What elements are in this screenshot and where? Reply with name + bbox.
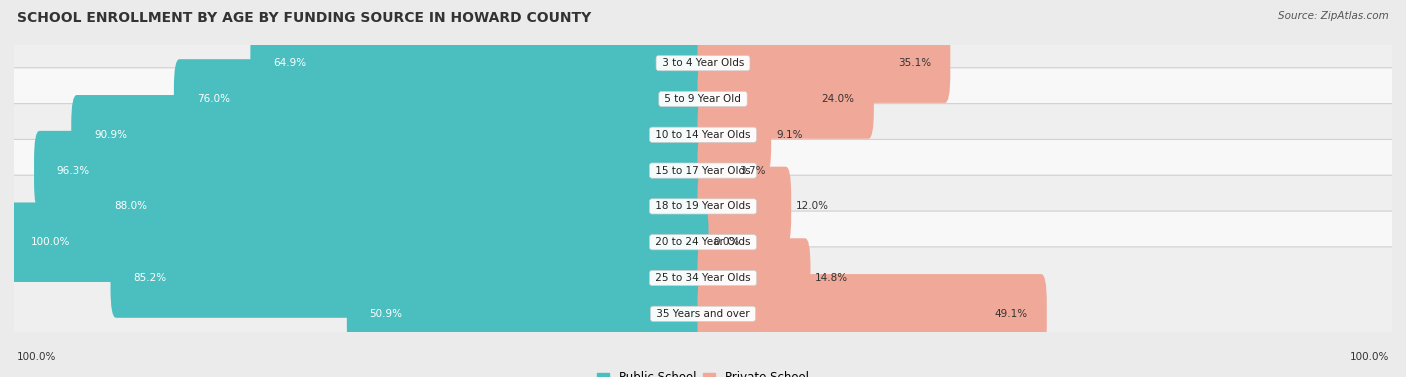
FancyBboxPatch shape xyxy=(697,23,950,103)
FancyBboxPatch shape xyxy=(4,175,1402,309)
Text: Source: ZipAtlas.com: Source: ZipAtlas.com xyxy=(1278,11,1389,21)
Text: 9.1%: 9.1% xyxy=(776,130,803,140)
FancyBboxPatch shape xyxy=(4,247,1402,377)
FancyBboxPatch shape xyxy=(91,167,709,246)
Text: 88.0%: 88.0% xyxy=(114,201,148,211)
FancyBboxPatch shape xyxy=(4,139,1402,273)
Text: 100.0%: 100.0% xyxy=(1350,352,1389,362)
Text: 20 to 24 Year Olds: 20 to 24 Year Olds xyxy=(652,237,754,247)
FancyBboxPatch shape xyxy=(697,59,875,139)
FancyBboxPatch shape xyxy=(174,59,709,139)
FancyBboxPatch shape xyxy=(4,104,1402,238)
FancyBboxPatch shape xyxy=(697,274,1047,354)
FancyBboxPatch shape xyxy=(4,211,1402,345)
Text: 100.0%: 100.0% xyxy=(31,237,70,247)
FancyBboxPatch shape xyxy=(4,68,1402,202)
FancyBboxPatch shape xyxy=(4,32,1402,166)
FancyBboxPatch shape xyxy=(34,131,709,210)
Text: 0.0%: 0.0% xyxy=(713,237,740,247)
Legend: Public School, Private School: Public School, Private School xyxy=(593,366,813,377)
Text: 35 Years and over: 35 Years and over xyxy=(652,309,754,319)
Text: 25 to 34 Year Olds: 25 to 34 Year Olds xyxy=(652,273,754,283)
Text: 3.7%: 3.7% xyxy=(738,166,765,176)
Text: 24.0%: 24.0% xyxy=(821,94,855,104)
FancyBboxPatch shape xyxy=(697,167,792,246)
Text: 15 to 17 Year Olds: 15 to 17 Year Olds xyxy=(652,166,754,176)
FancyBboxPatch shape xyxy=(4,0,1402,130)
FancyBboxPatch shape xyxy=(347,274,709,354)
Text: 96.3%: 96.3% xyxy=(56,166,90,176)
FancyBboxPatch shape xyxy=(250,23,709,103)
FancyBboxPatch shape xyxy=(111,238,709,318)
Text: 49.1%: 49.1% xyxy=(994,309,1028,319)
Text: 85.2%: 85.2% xyxy=(134,273,166,283)
Text: 90.9%: 90.9% xyxy=(94,130,127,140)
FancyBboxPatch shape xyxy=(8,202,709,282)
Text: 76.0%: 76.0% xyxy=(197,94,229,104)
Text: 12.0%: 12.0% xyxy=(796,201,830,211)
FancyBboxPatch shape xyxy=(697,238,810,318)
Text: SCHOOL ENROLLMENT BY AGE BY FUNDING SOURCE IN HOWARD COUNTY: SCHOOL ENROLLMENT BY AGE BY FUNDING SOUR… xyxy=(17,11,591,25)
Text: 100.0%: 100.0% xyxy=(17,352,56,362)
Text: 50.9%: 50.9% xyxy=(370,309,402,319)
Text: 35.1%: 35.1% xyxy=(898,58,931,68)
FancyBboxPatch shape xyxy=(697,131,734,210)
FancyBboxPatch shape xyxy=(72,95,709,175)
Text: 3 to 4 Year Olds: 3 to 4 Year Olds xyxy=(658,58,748,68)
Text: 18 to 19 Year Olds: 18 to 19 Year Olds xyxy=(652,201,754,211)
Text: 5 to 9 Year Old: 5 to 9 Year Old xyxy=(661,94,745,104)
Text: 10 to 14 Year Olds: 10 to 14 Year Olds xyxy=(652,130,754,140)
Text: 14.8%: 14.8% xyxy=(815,273,848,283)
FancyBboxPatch shape xyxy=(697,95,772,175)
Text: 64.9%: 64.9% xyxy=(273,58,307,68)
